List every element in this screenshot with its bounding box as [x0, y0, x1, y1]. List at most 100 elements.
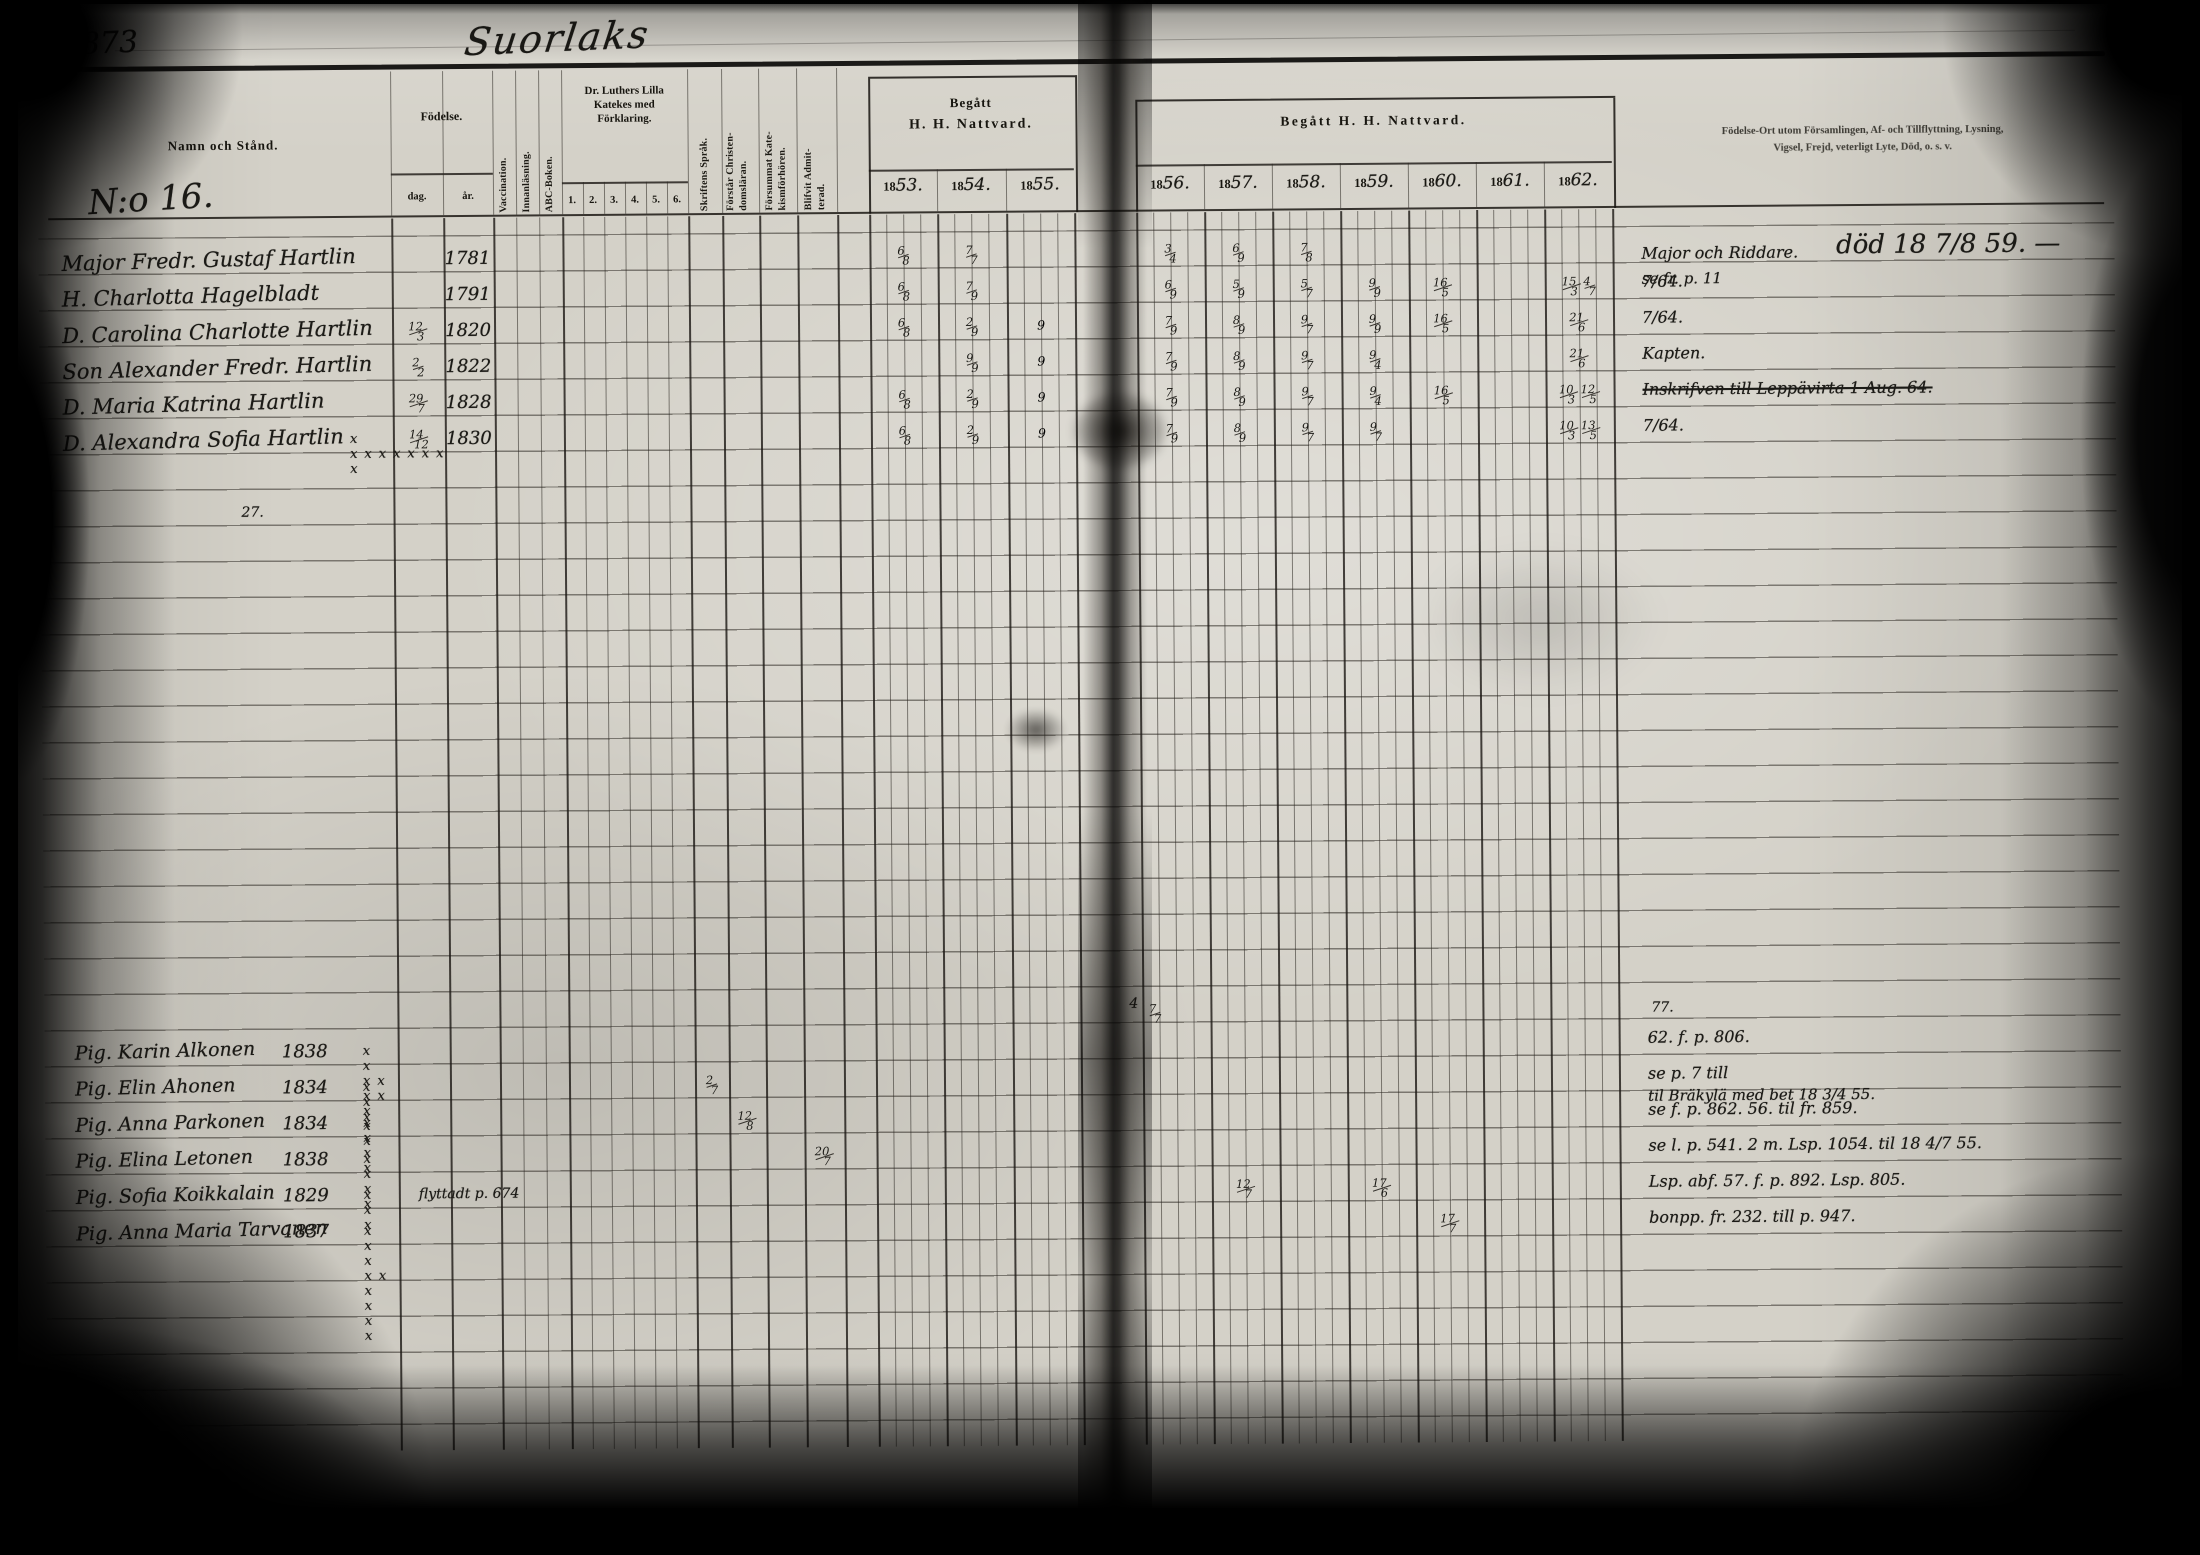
birth-year: 1820	[445, 319, 492, 342]
grid-line	[645, 181, 648, 214]
col-scripture-header: Skriftens Språk.	[698, 137, 711, 212]
margin-note-text: se l. p. 541. 2 m. Lsp. 1054. til 18 4/7…	[1648, 1133, 1982, 1155]
fraction-date: 21 6	[1569, 346, 1586, 370]
communion-mark: 10 3 13 5	[1559, 418, 1598, 442]
col-vaccination-header: Vaccination.	[497, 157, 510, 213]
margin-note-text: 62. f. p. 806.	[1647, 1026, 1750, 1047]
drill-marks: x x x xx x x x x	[364, 1223, 394, 1344]
grid-line	[538, 70, 541, 215]
page-title: Suorlaks	[461, 12, 653, 65]
birth-year: 1828	[445, 391, 492, 414]
fraction-date: 20 7	[814, 1144, 831, 1168]
fraction-date: 12 3	[408, 319, 425, 343]
margin-note-text: 7/64.	[1641, 271, 1683, 291]
extra-mark: 12 8	[737, 1108, 755, 1133]
margin-note-text: Lsp. abf. 57. f. p. 892. Lsp. 805.	[1648, 1169, 1906, 1191]
birth-year: 1838	[282, 1149, 329, 1171]
margin-note: Inskrifven till Leppävirta 1 Aug. 64.	[1643, 376, 2098, 398]
grid-line	[442, 71, 445, 216]
grid-line	[796, 68, 799, 213]
communion-mark: 10 3 12 5	[1559, 382, 1597, 406]
year-printed-prefix: 18	[1558, 174, 1571, 189]
plain-mark: 9	[1037, 389, 1046, 405]
year-printed-prefix: 18	[1150, 177, 1163, 192]
communion-mark: 16 5	[1433, 275, 1450, 299]
page-number: 873	[80, 24, 139, 62]
fraction-date: 12 8	[737, 1108, 754, 1133]
catechism-subcol-number: 4.	[631, 194, 640, 206]
grid-line	[390, 71, 393, 216]
household-number: N:o 16.	[86, 175, 215, 224]
year-script-digits: 57.	[1230, 172, 1258, 193]
year-printed-prefix: 18	[1286, 176, 1299, 191]
catechism-subcol-number: 5.	[652, 194, 661, 206]
margin-note-text: bonpp. fr. 232. till p. 947.	[1649, 1206, 1856, 1227]
birth-year: 1781	[444, 247, 491, 270]
year-script-digits: 61.	[1502, 170, 1530, 191]
col-reading-header: Innanläsning.	[520, 151, 533, 213]
col-name-header: Namn och Stånd.	[167, 137, 279, 154]
grid-line	[603, 181, 606, 214]
year-printed-prefix: 18	[1020, 178, 1033, 193]
fraction-date: 10 3	[1559, 418, 1576, 442]
grid-line	[624, 181, 627, 214]
margin-note-text: Major och Riddare.	[1641, 242, 1799, 263]
year-header: 1857.	[1204, 173, 1272, 194]
ink-stain	[1005, 708, 1067, 752]
fraction-date: 16 5	[1433, 311, 1450, 335]
col-abc-book-header: ABC-Boken.	[543, 156, 556, 213]
grid-line	[492, 70, 495, 215]
catechism-subcol-number: 2.	[589, 194, 598, 206]
fraction-date: 29 7	[408, 391, 425, 415]
extra-mark: 20 7	[814, 1144, 832, 1168]
year-header: 1861.	[1476, 170, 1544, 191]
grid-line	[758, 68, 761, 213]
fraction-date: 21 6	[1569, 310, 1586, 334]
year-header: 1859.	[1340, 172, 1408, 193]
margin-note-text: se f. p. 862. 56. til fr. 859.	[1648, 1098, 1858, 1119]
col-missed-header-l2: kismförhören.	[776, 147, 789, 211]
grid-line	[582, 182, 585, 215]
death-note: död 18 7/8 59. —	[1835, 228, 2061, 261]
grid-line	[515, 70, 518, 215]
communion-mark: 16 5	[1433, 311, 1451, 335]
year-printed-prefix: 18	[951, 179, 964, 194]
stray-mark: 77.	[1651, 999, 1674, 1016]
birth-day: 12 3	[408, 319, 426, 343]
